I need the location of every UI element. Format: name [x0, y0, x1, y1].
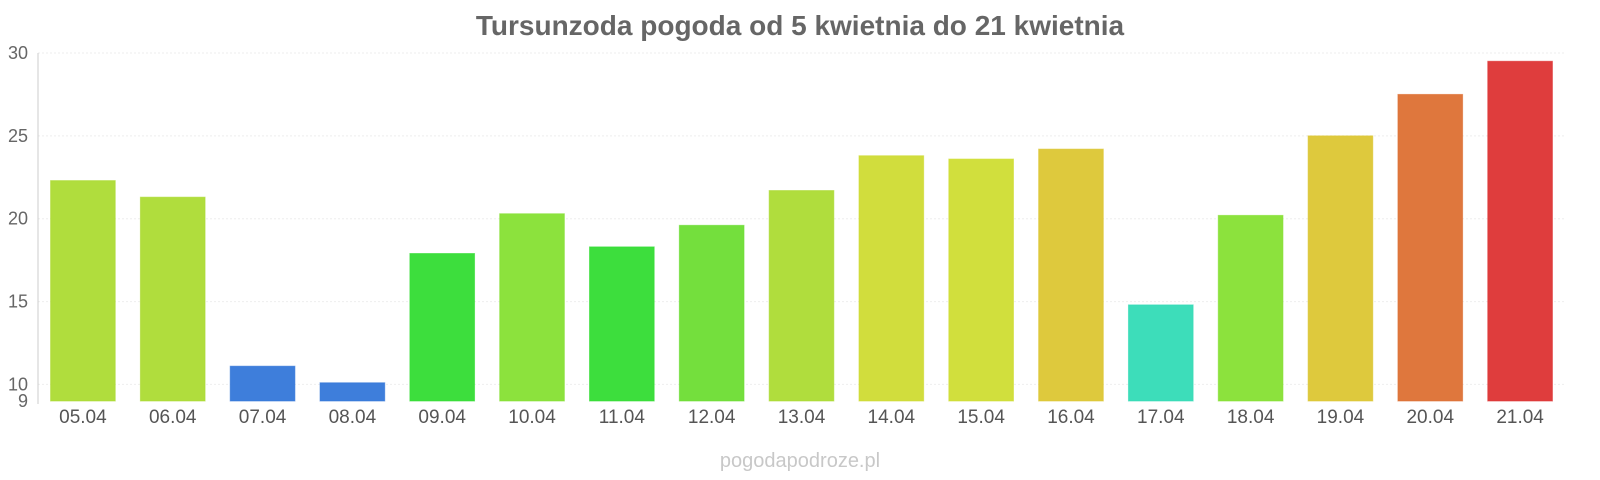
y-tick-label: 25: [8, 126, 28, 146]
x-tick-label: 08.04: [329, 407, 377, 428]
x-tick-label: 18.04: [1227, 407, 1275, 428]
bar: [858, 155, 925, 402]
x-tick-label: 14.04: [868, 407, 916, 428]
bar: [678, 224, 745, 402]
y-tick-label: 30: [8, 43, 28, 63]
x-tick-label: 21.04: [1496, 407, 1544, 428]
x-tick-label: 19.04: [1317, 407, 1365, 428]
x-tick-label: 05.04: [59, 407, 107, 428]
x-tick-label: 13.04: [778, 407, 826, 428]
x-tick-label: 09.04: [418, 407, 466, 428]
bar: [50, 180, 116, 402]
x-tick-label: 07.04: [239, 407, 287, 428]
y-tick-label: 9: [18, 391, 28, 411]
x-tick-label: 10.04: [508, 407, 556, 428]
bar: [1038, 148, 1104, 402]
x-tick-label: 20.04: [1406, 407, 1454, 428]
x-tick-label: 17.04: [1137, 407, 1185, 428]
bar: [768, 190, 835, 402]
watermark: pogodapodroze.pl: [719, 450, 881, 472]
y-tick-label: 15: [8, 292, 28, 312]
y-tick-label: 10: [8, 374, 28, 394]
x-tick-label: 11.04: [599, 407, 646, 428]
bar: [139, 196, 206, 402]
bar: [1127, 304, 1194, 402]
chart-title: Tursunzoda pogoda od 5 kwietnia do 21 kw…: [475, 10, 1125, 41]
bar: [229, 365, 296, 402]
x-tick-label: 12.04: [688, 407, 736, 428]
bar: [1307, 135, 1374, 402]
bar: [1217, 214, 1284, 402]
bar: [1397, 93, 1464, 402]
y-tick-label: 20: [8, 209, 28, 229]
bar: [319, 382, 386, 402]
x-tick-label: 15.04: [957, 407, 1005, 428]
bar: [499, 213, 565, 402]
x-tick-label: 16.04: [1047, 407, 1095, 428]
bar: [1487, 60, 1553, 402]
bar: [589, 246, 655, 402]
bar: [409, 253, 476, 402]
x-tick-label: 06.04: [149, 407, 197, 428]
bar: [948, 158, 1014, 402]
